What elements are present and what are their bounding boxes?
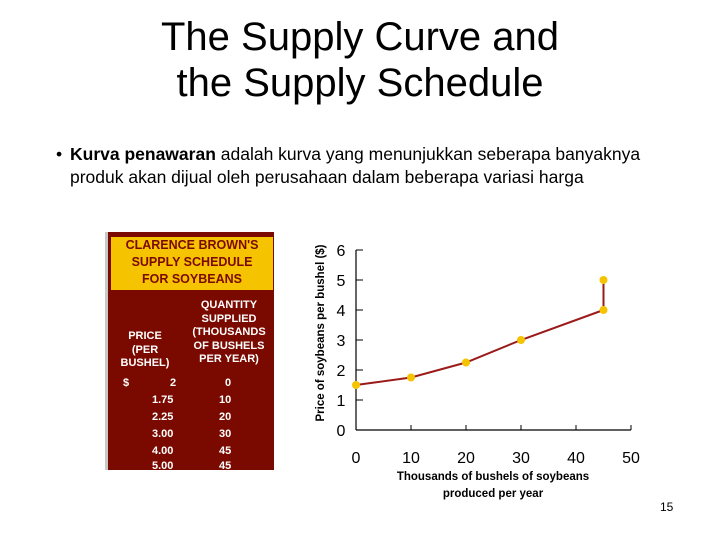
schedule-title-line-1: CLARENCE BROWN'S (125, 238, 259, 252)
page-number: 15 (660, 500, 674, 514)
data-point (462, 358, 470, 367)
qty-header-line-4: OF BUSHELS (193, 339, 265, 352)
price-cell: 4.00 (152, 445, 174, 457)
price-cell: 2.25 (152, 411, 174, 423)
price-header-line-3: BUSHEL) (120, 357, 170, 369)
qty-header-line-3: (THOUSANDS (192, 326, 266, 338)
price-cell: 3.00 (152, 428, 174, 440)
y-axis-label: Price of soybeans per bushel ($) (315, 244, 327, 421)
qty-cell: 20 (219, 411, 232, 423)
supply-curve-line (355, 280, 605, 386)
price-header-line-2: (PER (131, 343, 159, 356)
price-cell: 5.00 (152, 460, 174, 472)
schedule-title-line-3: FOR SOYBEANS (141, 272, 242, 286)
x-tick-label: 50 (622, 450, 640, 467)
price-column-header: PRICE (PER BUSHEL) (108, 330, 182, 371)
price-cell: 1.75 (152, 394, 174, 406)
qty-header-line-5: PER YEAR) (199, 353, 259, 365)
qty-header-line-2: SUPPLIED (201, 312, 257, 325)
data-point (517, 336, 525, 344)
y-tick-label: 3 (337, 333, 346, 350)
currency-symbol: $ (123, 377, 130, 389)
slide-title: The Supply Curve and the Supply Schedule (0, 14, 720, 106)
supply-curve-chart: 0 1 2 3 4 5 6 0 10 20 30 40 50 Price of soybeans pe… (315, 243, 640, 500)
x-axis: 0 10 20 30 40 50 (352, 425, 640, 467)
quantity-column-header: QUANTITY SUPPLIED (THOUSANDS OF BUSHELS … (184, 299, 274, 367)
bullet-dot-icon: • (56, 144, 63, 164)
data-point (352, 381, 360, 389)
x-tick-label: 0 (352, 450, 361, 467)
qty-cell: 10 (219, 394, 232, 406)
data-point (407, 373, 415, 382)
y-axis: 0 1 2 3 4 5 6 (337, 243, 363, 440)
x-axis-label-line-1: Thousands of bushels of soybeans (397, 471, 589, 483)
bullet-bold-term: Kurva penawaran (70, 144, 216, 164)
qty-cell: 30 (219, 428, 232, 440)
price-header-line-1: PRICE (128, 330, 162, 342)
qty-cell: 45 (219, 445, 232, 457)
qty-cell: 0 (225, 377, 232, 389)
data-point (599, 306, 608, 314)
y-tick-label: 1 (337, 393, 346, 410)
x-axis-label-line-2: produced per year (443, 488, 544, 500)
price-cell: 2 (170, 377, 177, 389)
qty-cell: 45 (219, 460, 232, 472)
slide-title-line-1: The Supply Curve and (160, 15, 559, 59)
x-tick-label: 10 (402, 450, 420, 467)
data-point (599, 276, 608, 284)
bullet-point: • Kurva penawaran adalah kurva yang menu… (56, 143, 690, 189)
y-tick-label: 2 (337, 363, 346, 380)
x-tick-label: 30 (512, 450, 530, 467)
qty-header-line-1: QUANTITY (200, 299, 258, 311)
slide-title-line-2: the Supply Schedule (176, 61, 544, 105)
y-tick-label: 5 (337, 273, 346, 290)
supply-schedule-table: CLARENCE BROWN'S SUPPLY SCHEDULE FOR SOY… (105, 232, 274, 472)
y-tick-label: 0 (337, 423, 346, 440)
supply-curve-series (352, 276, 608, 389)
x-tick-label: 40 (567, 450, 585, 467)
schedule-title-line-2: SUPPLY SCHEDULE (131, 255, 253, 269)
y-tick-label: 6 (337, 243, 346, 260)
bullet-text: adalah kurva yang menunjukkan seberapa b… (70, 144, 641, 187)
y-tick-label: 4 (337, 303, 346, 320)
x-tick-label: 20 (457, 450, 475, 467)
schedule-title: CLARENCE BROWN'S SUPPLY SCHEDULE FOR SOY… (111, 237, 273, 290)
